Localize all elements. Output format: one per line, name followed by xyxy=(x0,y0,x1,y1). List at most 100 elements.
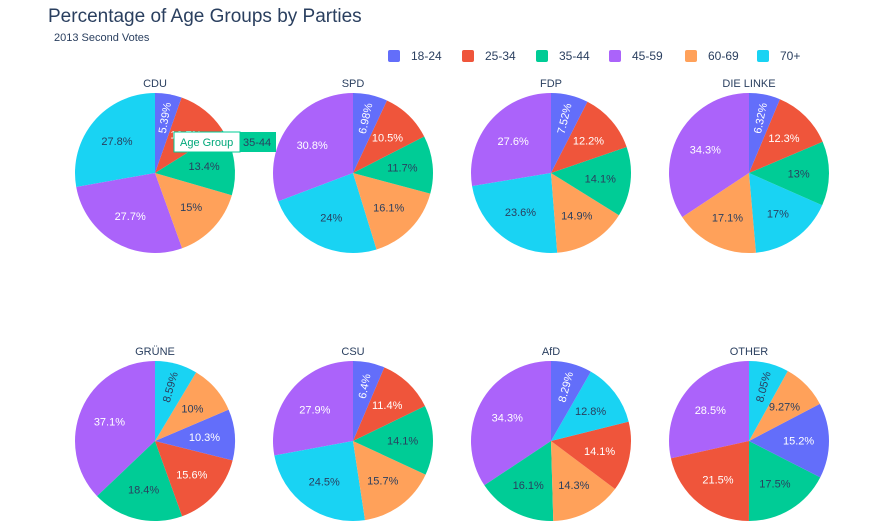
pie-title: SPD xyxy=(342,78,365,90)
legend-item-45-59[interactable]: 45-59 xyxy=(609,49,663,63)
legend-label: 60-69 xyxy=(708,49,739,63)
pie-slice-60-69[interactable] xyxy=(551,173,619,253)
pie-slice-70+[interactable] xyxy=(472,173,558,253)
pie-slice-25-34[interactable] xyxy=(155,441,233,517)
pie-slice-45-59[interactable] xyxy=(471,93,551,187)
pie-slice-35-44[interactable] xyxy=(551,147,631,216)
pie-slice-70+[interactable] xyxy=(551,371,629,441)
legend-item-35-44[interactable]: 35-44 xyxy=(536,49,590,63)
legend-swatch xyxy=(609,50,621,62)
pie-slice-25-34[interactable] xyxy=(749,99,823,173)
pie-slice-18-24[interactable] xyxy=(155,409,235,461)
pie-title: OTHER xyxy=(730,346,769,358)
slice-label: 24.5% xyxy=(309,476,340,488)
pie-slice-25-34[interactable] xyxy=(551,101,627,173)
legend-item-18-24[interactable]: 18-24 xyxy=(388,49,442,63)
slice-label: 12.3% xyxy=(768,133,799,145)
pie-slice-25-34[interactable] xyxy=(353,367,425,441)
tooltip-value-box xyxy=(240,132,276,152)
pie-slice-18-24[interactable] xyxy=(155,93,182,173)
slice-label: 9.27% xyxy=(769,401,800,413)
slice-label: 34.3% xyxy=(492,413,523,425)
slice-label: 5.39% xyxy=(157,101,174,134)
pie-slice-35-44[interactable] xyxy=(484,441,554,521)
pie-slice-35-44[interactable] xyxy=(353,406,433,475)
pie-slice-70+[interactable] xyxy=(155,361,197,441)
slice-label: 17.5% xyxy=(759,478,790,490)
legend-label: 45-59 xyxy=(632,49,663,63)
slice-label: 14.1% xyxy=(584,446,615,458)
pie-slice-35-44[interactable] xyxy=(748,441,821,522)
slice-label: 14.1% xyxy=(387,436,418,448)
pie-slice-45-59[interactable] xyxy=(669,93,749,218)
slice-label: 27.9% xyxy=(299,404,330,416)
slice-label: 13% xyxy=(788,168,810,180)
slice-label: 10.5% xyxy=(372,132,403,144)
slice-label: 15.2% xyxy=(783,436,814,448)
slice-label: 27.7% xyxy=(115,211,146,223)
pie-slice-25-34[interactable] xyxy=(670,441,749,521)
legend-item-25-34[interactable]: 25-34 xyxy=(462,49,516,63)
pie-slice-45-59[interactable] xyxy=(76,173,183,254)
slice-label: 24% xyxy=(320,213,342,225)
pies-grid: CDU27.8%27.7%15%13.4%10.7%5.39%SPD30.8%2… xyxy=(74,78,829,522)
slice-label: 37.1% xyxy=(94,416,125,428)
legend-item-60-69[interactable]: 60-69 xyxy=(685,49,739,63)
pie-slice-35-44[interactable] xyxy=(97,441,183,521)
pie-slice-18-24[interactable] xyxy=(551,93,588,173)
legend-label: 18-24 xyxy=(411,49,442,63)
chart-title: Percentage of Age Groups by Parties xyxy=(48,6,362,27)
slice-label: 16.1% xyxy=(513,480,544,492)
slice-label: 11.4% xyxy=(372,400,403,412)
pie-slice-60-69[interactable] xyxy=(749,371,820,441)
pie-slice-70+[interactable] xyxy=(74,93,155,188)
pie-slice-70+[interactable] xyxy=(749,361,788,441)
pie-slice-35-44[interactable] xyxy=(353,136,434,194)
pie-slice-18-24[interactable] xyxy=(551,361,591,441)
pie-slice-45-59[interactable] xyxy=(471,361,551,486)
pie-slice-35-44[interactable] xyxy=(749,141,829,206)
pie-slice-70+[interactable] xyxy=(274,441,366,521)
slice-label: 13.4% xyxy=(189,161,220,173)
pie-slice-18-24[interactable] xyxy=(749,93,780,173)
legend-swatch xyxy=(462,50,474,62)
chart-subtitle: 2013 Second Votes xyxy=(54,32,150,44)
hover-tooltip: Age Group 35-44 xyxy=(173,131,276,153)
pie-slice-45-59[interactable] xyxy=(669,361,749,459)
pie-slice-60-69[interactable] xyxy=(682,173,756,253)
pie-slice-18-24[interactable] xyxy=(353,361,385,441)
pie-slice-45-59[interactable] xyxy=(272,361,353,456)
pie-slice-60-69[interactable] xyxy=(353,441,426,521)
slice-label: 14.9% xyxy=(561,210,592,222)
pie-slice-60-69[interactable] xyxy=(155,173,232,249)
slice-label: 10% xyxy=(181,403,203,415)
pie-slice-70+[interactable] xyxy=(278,173,377,254)
slice-label: 10.3% xyxy=(189,432,220,444)
tooltip-label: Age Group xyxy=(180,137,233,149)
legend-label: 35-44 xyxy=(559,49,590,63)
slice-label: 16.1% xyxy=(373,202,404,214)
pie-slice-18-24[interactable] xyxy=(749,403,829,478)
slice-label: 28.5% xyxy=(695,405,726,417)
slice-label: 14.3% xyxy=(558,480,589,492)
pie-slice-60-69[interactable] xyxy=(155,372,229,441)
pie-slice-45-59[interactable] xyxy=(272,93,353,202)
legend-item-70+[interactable]: 70+ xyxy=(757,49,800,63)
legend-swatch xyxy=(388,50,400,62)
pie-slice-60-69[interactable] xyxy=(551,441,616,521)
pie-slice-45-59[interactable] xyxy=(75,361,155,497)
pie-slice-25-34[interactable] xyxy=(353,100,425,173)
pie-slice-70+[interactable] xyxy=(749,173,823,253)
slice-label: 27.8% xyxy=(101,136,132,148)
slice-label: 34.3% xyxy=(690,145,721,157)
pie-slice-18-24[interactable] xyxy=(353,93,387,173)
slice-label: 6.4% xyxy=(357,373,374,400)
pie-slice-60-69[interactable] xyxy=(353,173,431,250)
legend-label: 25-34 xyxy=(485,49,516,63)
pie-slice-25-34[interactable] xyxy=(551,421,631,489)
